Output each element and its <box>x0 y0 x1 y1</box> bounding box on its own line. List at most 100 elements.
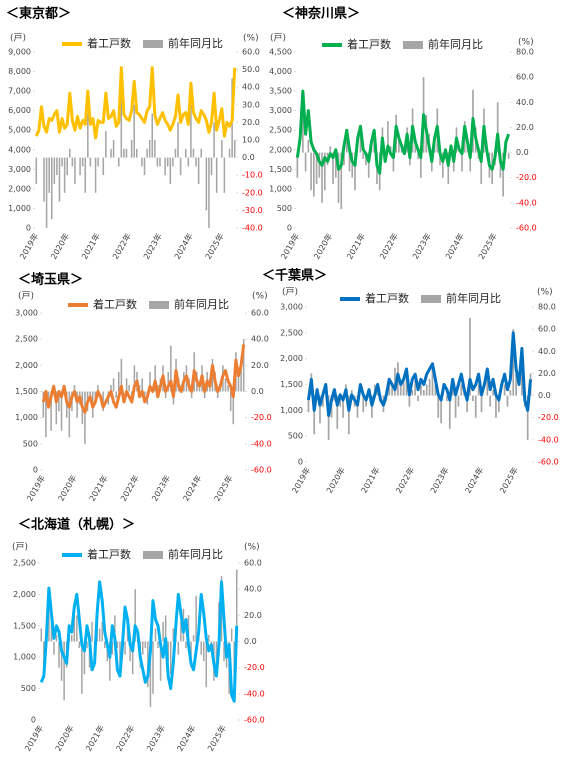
bar <box>399 384 402 396</box>
bar <box>195 595 197 642</box>
y2-tick-label: -60.0 <box>251 466 272 475</box>
chart: ＜埼玉県＞ (戸) (%) 0 500 1,000 1,500 2,000 2,500 3,000… <box>15 272 272 503</box>
bar <box>115 391 117 399</box>
y2-tick-label: -40.0 <box>251 439 272 448</box>
y-tick-label: 1,000 <box>8 204 31 213</box>
x-tick-label: 2023年 <box>141 231 164 261</box>
bar <box>128 384 130 392</box>
bar <box>221 140 223 158</box>
bar <box>240 358 242 392</box>
bar <box>114 615 116 642</box>
bar <box>143 157 146 176</box>
bar <box>112 140 115 158</box>
bar <box>359 127 362 153</box>
bar <box>141 157 143 167</box>
bar <box>40 628 43 642</box>
y2-tick-label: 0.0 <box>242 153 255 162</box>
y-axis-unit: (戸) <box>18 291 34 302</box>
bar <box>185 641 187 649</box>
bar <box>420 152 422 178</box>
line <box>41 344 246 414</box>
bar <box>192 148 195 158</box>
bar <box>60 391 63 431</box>
x-tick-label: 2019年 <box>22 723 45 753</box>
bar <box>337 152 340 203</box>
bar <box>210 157 213 176</box>
bar <box>45 157 48 228</box>
y2-tick-label: 80.0 <box>538 303 556 312</box>
x-tick-label: 2022年 <box>110 231 133 261</box>
y-tick-label: 2,000 <box>280 354 303 363</box>
bar <box>333 395 336 402</box>
bar <box>110 148 112 158</box>
bar <box>42 391 45 418</box>
bar <box>502 152 504 197</box>
x-tick-label: 2021年 <box>359 465 382 495</box>
y-tick-label: 1,000 <box>269 184 292 193</box>
bar <box>103 641 106 649</box>
y2-tick-label: -30.0 <box>242 206 263 215</box>
bar <box>492 390 494 396</box>
y2-tick-label: -20.0 <box>516 173 537 182</box>
x-tick-label: 2019年 <box>17 231 40 261</box>
bar <box>144 641 147 649</box>
y-axis-unit: (戸) <box>270 33 286 44</box>
chart-title: ＜千葉県＞ <box>262 268 327 284</box>
bar <box>61 157 63 167</box>
y2-tick-label: -20.0 <box>244 663 265 672</box>
bar <box>200 148 202 158</box>
bar <box>447 152 450 184</box>
bar <box>348 152 351 172</box>
y2-axis-unit: (%) <box>243 34 259 44</box>
bar <box>319 395 321 424</box>
bar <box>60 641 63 681</box>
y2-tick-label: 30.0 <box>242 100 260 109</box>
bar <box>495 395 497 418</box>
bar <box>97 157 99 167</box>
y-tick-label: 500 <box>277 204 292 213</box>
bar <box>164 157 166 176</box>
bar <box>71 157 74 167</box>
bar <box>235 569 238 642</box>
y2-tick-label: 40.0 <box>251 335 269 344</box>
bar <box>177 122 179 158</box>
x-tick-label: 2021年 <box>344 231 367 261</box>
y-tick-label: 2,000 <box>8 184 31 193</box>
bar <box>417 395 419 402</box>
bar <box>215 157 218 193</box>
y-tick-label: 500 <box>23 439 38 448</box>
line <box>39 580 239 703</box>
y2-tick-label: 0.0 <box>538 391 551 400</box>
x-tick-label: 2020年 <box>48 231 71 261</box>
legend-label: 着工戸数 <box>347 37 391 51</box>
bar <box>215 641 218 668</box>
chart: ＜神奈川県＞ (戸) (%) 0 500 1,000 1,500 2,000 2,500 3,00… <box>269 6 537 261</box>
bar <box>405 373 408 396</box>
y-axis-unit: (戸) <box>282 287 298 298</box>
bar <box>148 140 151 158</box>
bar <box>496 102 499 153</box>
bar <box>315 152 318 184</box>
legend-label: 着工戸数 <box>87 36 131 50</box>
bar <box>489 395 492 407</box>
y2-tick-label: 60.0 <box>244 559 262 568</box>
x-tick-label: 2025年 <box>212 473 235 503</box>
bar <box>507 152 510 159</box>
bar <box>91 621 93 642</box>
bar <box>307 395 310 413</box>
bar <box>336 395 339 429</box>
y2-tick-label: 40.0 <box>242 83 260 92</box>
bar <box>97 384 99 392</box>
y2-tick-label: -10.0 <box>242 171 263 180</box>
bar <box>329 146 332 153</box>
bar <box>216 391 219 399</box>
bar <box>313 395 316 435</box>
bar <box>190 391 193 399</box>
x-tick-label: 2023年 <box>149 473 172 503</box>
y2-tick-label: 20.0 <box>251 361 269 370</box>
bar <box>223 641 225 662</box>
bar <box>164 615 167 642</box>
bar <box>84 157 87 193</box>
y-tick-label: 0 <box>26 224 31 233</box>
bar <box>79 157 81 176</box>
